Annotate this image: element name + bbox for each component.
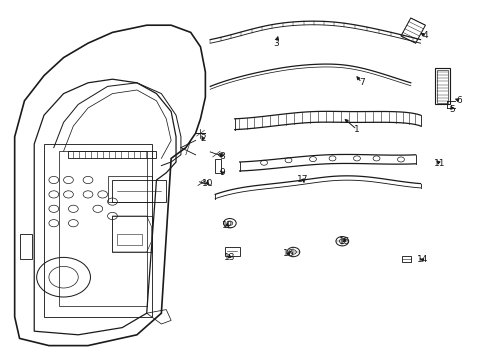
Text: 13: 13 [224,253,235,262]
Text: 12: 12 [221,220,233,230]
Bar [112,180,166,202]
Bar [20,234,32,259]
Bar [436,70,447,103]
Text: 8: 8 [219,152,225,161]
Text: 15: 15 [338,237,350,246]
Bar [401,256,410,262]
Bar [107,176,151,202]
Bar [434,68,449,104]
Text: 11: 11 [433,159,445,168]
Text: 9: 9 [219,168,225,177]
Bar [112,216,151,252]
Text: 5: 5 [448,105,454,114]
Text: 1: 1 [353,125,359,134]
Text: 7: 7 [358,78,364,87]
Text: 16: 16 [282,249,294,258]
Text: 4: 4 [422,31,427,40]
Text: 14: 14 [416,256,428,264]
Bar [59,151,146,306]
Text: 10: 10 [201,179,213,188]
Bar [44,144,151,317]
Bar [117,234,142,245]
Bar [215,159,221,173]
Text: 2: 2 [200,134,205,143]
Bar [224,247,239,256]
Text: 6: 6 [456,96,462,105]
Text: 3: 3 [273,39,279,48]
Text: 17: 17 [297,175,308,184]
